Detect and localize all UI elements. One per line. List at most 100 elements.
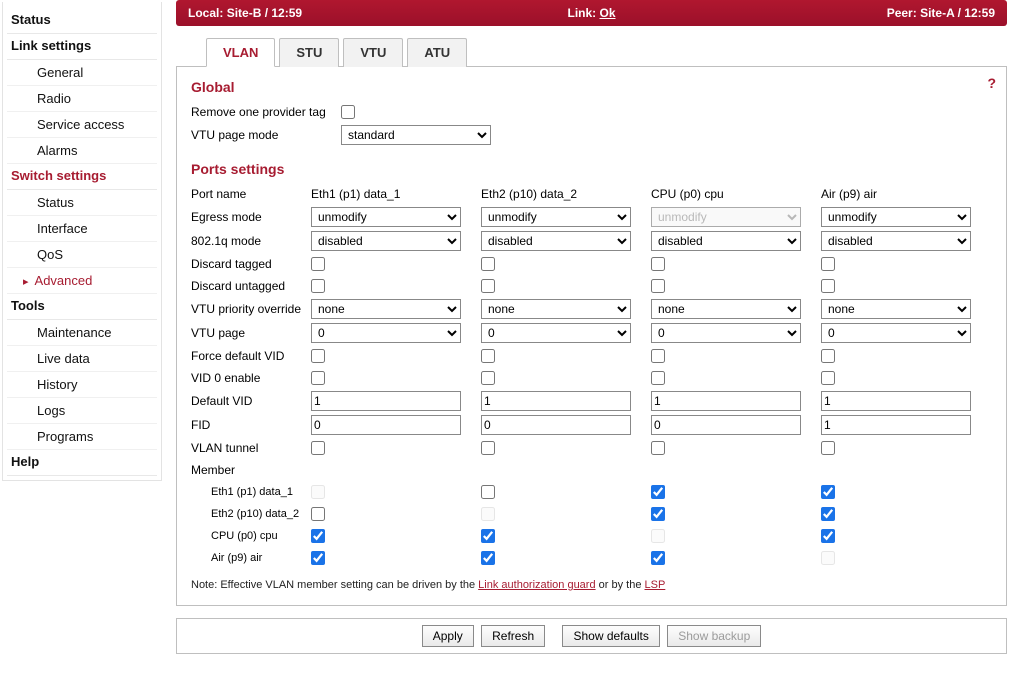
member-air-checkbox-2[interactable]	[651, 551, 665, 565]
vlan-tunnel-checkbox-0[interactable]	[311, 441, 325, 455]
vid0-enable-checkbox-1[interactable]	[481, 371, 495, 385]
member-eth1-checkbox-3[interactable]	[821, 485, 835, 499]
vtu-priority-select-0[interactable]: none	[311, 299, 461, 319]
sidebar-item-status[interactable]: Status	[7, 8, 157, 34]
vlan-tunnel-checkbox-3[interactable]	[821, 441, 835, 455]
vtu-page-select-2[interactable]: 0	[651, 323, 801, 343]
note-link-lsp[interactable]: LSP	[645, 579, 666, 591]
show-defaults-button[interactable]: Show defaults	[562, 625, 659, 647]
sidebar-item-logs[interactable]: Logs	[7, 398, 157, 424]
apply-button[interactable]: Apply	[422, 625, 474, 647]
force-default-vid-checkbox-0[interactable]	[311, 349, 325, 363]
sidebar-item-live-data[interactable]: Live data	[7, 346, 157, 372]
tab-vlan[interactable]: VLAN	[206, 38, 275, 67]
vid0-enable-checkbox-2[interactable]	[651, 371, 665, 385]
sidebar-item-interface[interactable]: Interface	[7, 216, 157, 242]
default-vid-label: Default VID	[191, 394, 311, 408]
remove-tag-checkbox[interactable]	[341, 105, 355, 119]
discard-tagged-checkbox-1[interactable]	[481, 257, 495, 271]
force-default-vid-checkbox-3[interactable]	[821, 349, 835, 363]
help-icon[interactable]: ?	[987, 75, 996, 91]
egress-mode-select-3[interactable]: unmodify	[821, 207, 971, 227]
sidebar-item-programs[interactable]: Programs	[7, 424, 157, 450]
note-middle: or by the	[596, 579, 645, 591]
member-cpu-checkbox-3[interactable]	[821, 529, 835, 543]
sidebar-item-history[interactable]: History	[7, 372, 157, 398]
force-default-vid-checkbox-1[interactable]	[481, 349, 495, 363]
member-eth2-checkbox-3[interactable]	[821, 507, 835, 521]
sidebar-item-general[interactable]: General	[7, 60, 157, 86]
member-air-label: Air (p9) air	[191, 552, 311, 564]
section-ports-title: Ports settings	[191, 161, 992, 177]
discard-untagged-checkbox-0[interactable]	[311, 279, 325, 293]
vid0-enable-checkbox-0[interactable]	[311, 371, 325, 385]
force-default-vid-checkbox-2[interactable]	[651, 349, 665, 363]
member-eth1-checkbox-2[interactable]	[651, 485, 665, 499]
discard-tagged-checkbox-3[interactable]	[821, 257, 835, 271]
vtu-priority-select-1[interactable]: none	[481, 299, 631, 319]
vtu-page-mode-select[interactable]: standard	[341, 125, 491, 145]
discard-untagged-checkbox-3[interactable]	[821, 279, 835, 293]
discard-untagged-checkbox-2[interactable]	[651, 279, 665, 293]
sidebar-item-alarms[interactable]: Alarms	[7, 138, 157, 164]
status-local: Local: Site-B / 12:59	[188, 6, 457, 20]
force-default-vid-label: Force default VID	[191, 349, 311, 363]
member-cpu-label: CPU (p0) cpu	[191, 530, 311, 542]
show-backup-button[interactable]: Show backup	[667, 625, 761, 647]
sidebar-item-tools[interactable]: Tools	[7, 294, 157, 320]
refresh-button[interactable]: Refresh	[481, 625, 545, 647]
discard-untagged-label: Discard untagged	[191, 279, 311, 293]
discard-tagged-checkbox-2[interactable]	[651, 257, 665, 271]
tab-stu[interactable]: STU	[279, 38, 339, 67]
vlan-tunnel-checkbox-2[interactable]	[651, 441, 665, 455]
default-vid-input-2[interactable]	[651, 391, 801, 411]
tab-vtu[interactable]: VTU	[343, 38, 403, 67]
mode-8021q-select-2[interactable]: disabled	[651, 231, 801, 251]
default-vid-input-3[interactable]	[821, 391, 971, 411]
vtu-priority-select-2[interactable]: none	[651, 299, 801, 319]
sidebar-item-switch-settings[interactable]: Switch settings	[7, 164, 157, 190]
member-eth2-checkbox-0[interactable]	[311, 507, 325, 521]
discard-untagged-checkbox-1[interactable]	[481, 279, 495, 293]
default-vid-input-1[interactable]	[481, 391, 631, 411]
member-air-checkbox-0[interactable]	[311, 551, 325, 565]
sidebar-item-link-settings[interactable]: Link settings	[7, 34, 157, 60]
member-air-checkbox-1[interactable]	[481, 551, 495, 565]
vtu-page-select-1[interactable]: 0	[481, 323, 631, 343]
sidebar-item-maintenance[interactable]: Maintenance	[7, 320, 157, 346]
discard-tagged-label: Discard tagged	[191, 257, 311, 271]
egress-mode-select-0[interactable]: unmodify	[311, 207, 461, 227]
member-eth2-checkbox-2[interactable]	[651, 507, 665, 521]
mode-8021q-select-0[interactable]: disabled	[311, 231, 461, 251]
vtu-priority-select-3[interactable]: none	[821, 299, 971, 319]
status-link-value[interactable]: Ok	[600, 6, 616, 20]
sidebar-item-help[interactable]: Help	[7, 450, 157, 476]
mode-8021q-select-3[interactable]: disabled	[821, 231, 971, 251]
sidebar-item-service-access[interactable]: Service access	[7, 112, 157, 138]
fid-input-1[interactable]	[481, 415, 631, 435]
sidebar-item-qos[interactable]: QoS	[7, 242, 157, 268]
vlan-tunnel-checkbox-1[interactable]	[481, 441, 495, 455]
member-eth2-label: Eth2 (p10) data_2	[191, 508, 311, 520]
fid-input-0[interactable]	[311, 415, 461, 435]
note-link-auth-guard[interactable]: Link authorization guard	[478, 579, 595, 591]
egress-mode-select-1[interactable]: unmodify	[481, 207, 631, 227]
tab-atu[interactable]: ATU	[407, 38, 467, 67]
vid0-enable-checkbox-3[interactable]	[821, 371, 835, 385]
sidebar-item-radio[interactable]: Radio	[7, 86, 157, 112]
discard-tagged-checkbox-0[interactable]	[311, 257, 325, 271]
vtu-priority-label: VTU priority override	[191, 302, 311, 316]
egress-mode-select-2: unmodify	[651, 207, 801, 227]
vtu-page-select-0[interactable]: 0	[311, 323, 461, 343]
fid-input-2[interactable]	[651, 415, 801, 435]
egress-mode-label: Egress mode	[191, 210, 311, 224]
default-vid-input-0[interactable]	[311, 391, 461, 411]
mode-8021q-select-1[interactable]: disabled	[481, 231, 631, 251]
member-cpu-checkbox-1[interactable]	[481, 529, 495, 543]
fid-input-3[interactable]	[821, 415, 971, 435]
vtu-page-select-3[interactable]: 0	[821, 323, 971, 343]
sidebar-item-sw-status[interactable]: Status	[7, 190, 157, 216]
member-eth1-checkbox-1[interactable]	[481, 485, 495, 499]
member-cpu-checkbox-0[interactable]	[311, 529, 325, 543]
sidebar-item-advanced[interactable]: Advanced	[7, 268, 157, 294]
